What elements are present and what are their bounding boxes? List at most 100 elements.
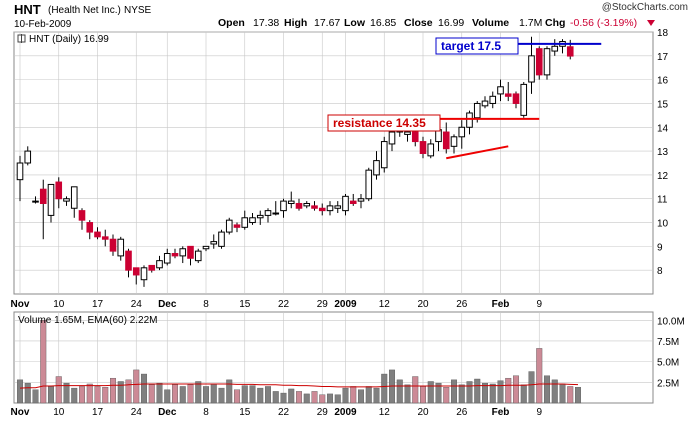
candle-body [566, 46, 574, 57]
candle-body [86, 222, 94, 233]
volume-x-tick-label: Nov [11, 407, 30, 418]
candle [442, 122, 450, 154]
candle-body [163, 253, 171, 264]
candle [78, 208, 86, 230]
candle-body [326, 205, 334, 212]
price-x-tick-label: 12 [379, 299, 391, 310]
candle-body [63, 198, 70, 202]
price-x-tick-label: Dec [158, 299, 177, 310]
candle [326, 201, 334, 216]
candle [132, 267, 140, 285]
candle-body [140, 267, 148, 281]
candle-body [380, 141, 388, 169]
candle-body [342, 195, 349, 212]
price-x-tick-label: 8 [203, 299, 209, 310]
candle-body [450, 136, 458, 147]
volume-bar [140, 373, 147, 404]
volume-x-tick-label: Feb [492, 407, 510, 418]
price-x-tick-label: 29 [317, 299, 329, 310]
volume-bar [265, 386, 272, 404]
candle [63, 196, 70, 206]
volume-panel-frame [13, 311, 654, 404]
down-arrow-icon [647, 20, 655, 26]
price-x-tick-label: Feb [492, 299, 510, 310]
price-legend: HNT (Daily) 16.99 [17, 34, 109, 45]
candle [427, 139, 435, 159]
candle [171, 248, 179, 259]
volume-bar [117, 381, 124, 404]
chart-date: 10-Feb-2009 [14, 19, 72, 30]
volume-x-tick-label: 20 [417, 407, 429, 418]
volume-x-tick-label: 8 [203, 407, 209, 418]
open-label: Open [218, 17, 245, 29]
candle [210, 234, 218, 249]
volume-bar [179, 386, 186, 404]
volume-bar [164, 389, 171, 404]
candle [55, 177, 63, 209]
volume-x-tick-label: 26 [456, 407, 468, 418]
candle-body [473, 102, 481, 119]
candle [512, 91, 520, 109]
volume-x-tick-label: 12 [379, 407, 391, 418]
candle [450, 134, 458, 154]
candle-body [512, 93, 520, 104]
volume-bar [513, 375, 520, 404]
volume-bar [17, 379, 24, 404]
candle-body [70, 186, 78, 209]
price-y-tick-label: 9 [657, 242, 663, 253]
price-panel: 8 9 10 11 12 13 14 15 16 17 18 Nov 10 17 24 Dec 8 15 22 29… [11, 28, 669, 310]
volume-bar [373, 387, 380, 404]
candle [202, 245, 210, 252]
candle [481, 96, 489, 109]
price-y-tick-label: 8 [657, 266, 663, 277]
candle [543, 46, 551, 80]
price-y-tick-label: 13 [657, 147, 669, 158]
volume-bar [474, 378, 481, 404]
volume-bar [505, 377, 512, 404]
candle [233, 222, 241, 233]
candle-body [295, 202, 303, 209]
candle [295, 198, 303, 211]
candle-body [466, 112, 473, 128]
candle-body [497, 86, 504, 95]
candle [272, 201, 280, 216]
volume-bar [365, 386, 372, 404]
volume-x-tick-label: 15 [239, 407, 251, 418]
volume-x-tick-labels: Nov 10 17 24 Dec 8 15 22 29 2009 12 20 26 Feb 9 [11, 407, 543, 418]
candle [94, 227, 101, 240]
candle-body [311, 205, 318, 209]
volume-bar [288, 388, 295, 404]
volume-bar [226, 379, 233, 404]
volume-bar [195, 381, 202, 404]
price-x-tick-label: Nov [11, 299, 30, 310]
target-label: target 17.5 [441, 39, 501, 53]
candle [47, 183, 55, 223]
price-legend-text: HNT (Daily) 16.99 [29, 34, 109, 45]
candle [225, 217, 233, 235]
candle-body [489, 95, 497, 104]
volume-bar [319, 394, 326, 404]
candle [566, 39, 574, 60]
volume-bar [210, 383, 217, 404]
candle [311, 201, 318, 211]
volume-bar [327, 393, 334, 404]
volume-x-tick-label: 2009 [334, 407, 357, 418]
volume-y-tick-label: 7.5M [657, 337, 679, 348]
resistance-label-box [327, 114, 441, 132]
candle [280, 198, 287, 218]
candle-body [148, 264, 156, 271]
chg-value: -0.56 (-3.19%) [570, 17, 637, 29]
candle-body [334, 205, 342, 209]
candle [109, 234, 117, 256]
resistance-label: resistance 14.35 [333, 116, 426, 130]
candle-body [24, 150, 32, 164]
volume-bar [334, 394, 341, 404]
volume-bar [133, 369, 140, 404]
candle [489, 91, 497, 109]
volume-bar [48, 386, 55, 404]
candle-body [156, 260, 163, 269]
volume-bar [94, 386, 101, 404]
chg-label: Chg [545, 17, 565, 29]
volume-x-tick-label: 17 [92, 407, 104, 418]
volume-bar [40, 320, 47, 404]
